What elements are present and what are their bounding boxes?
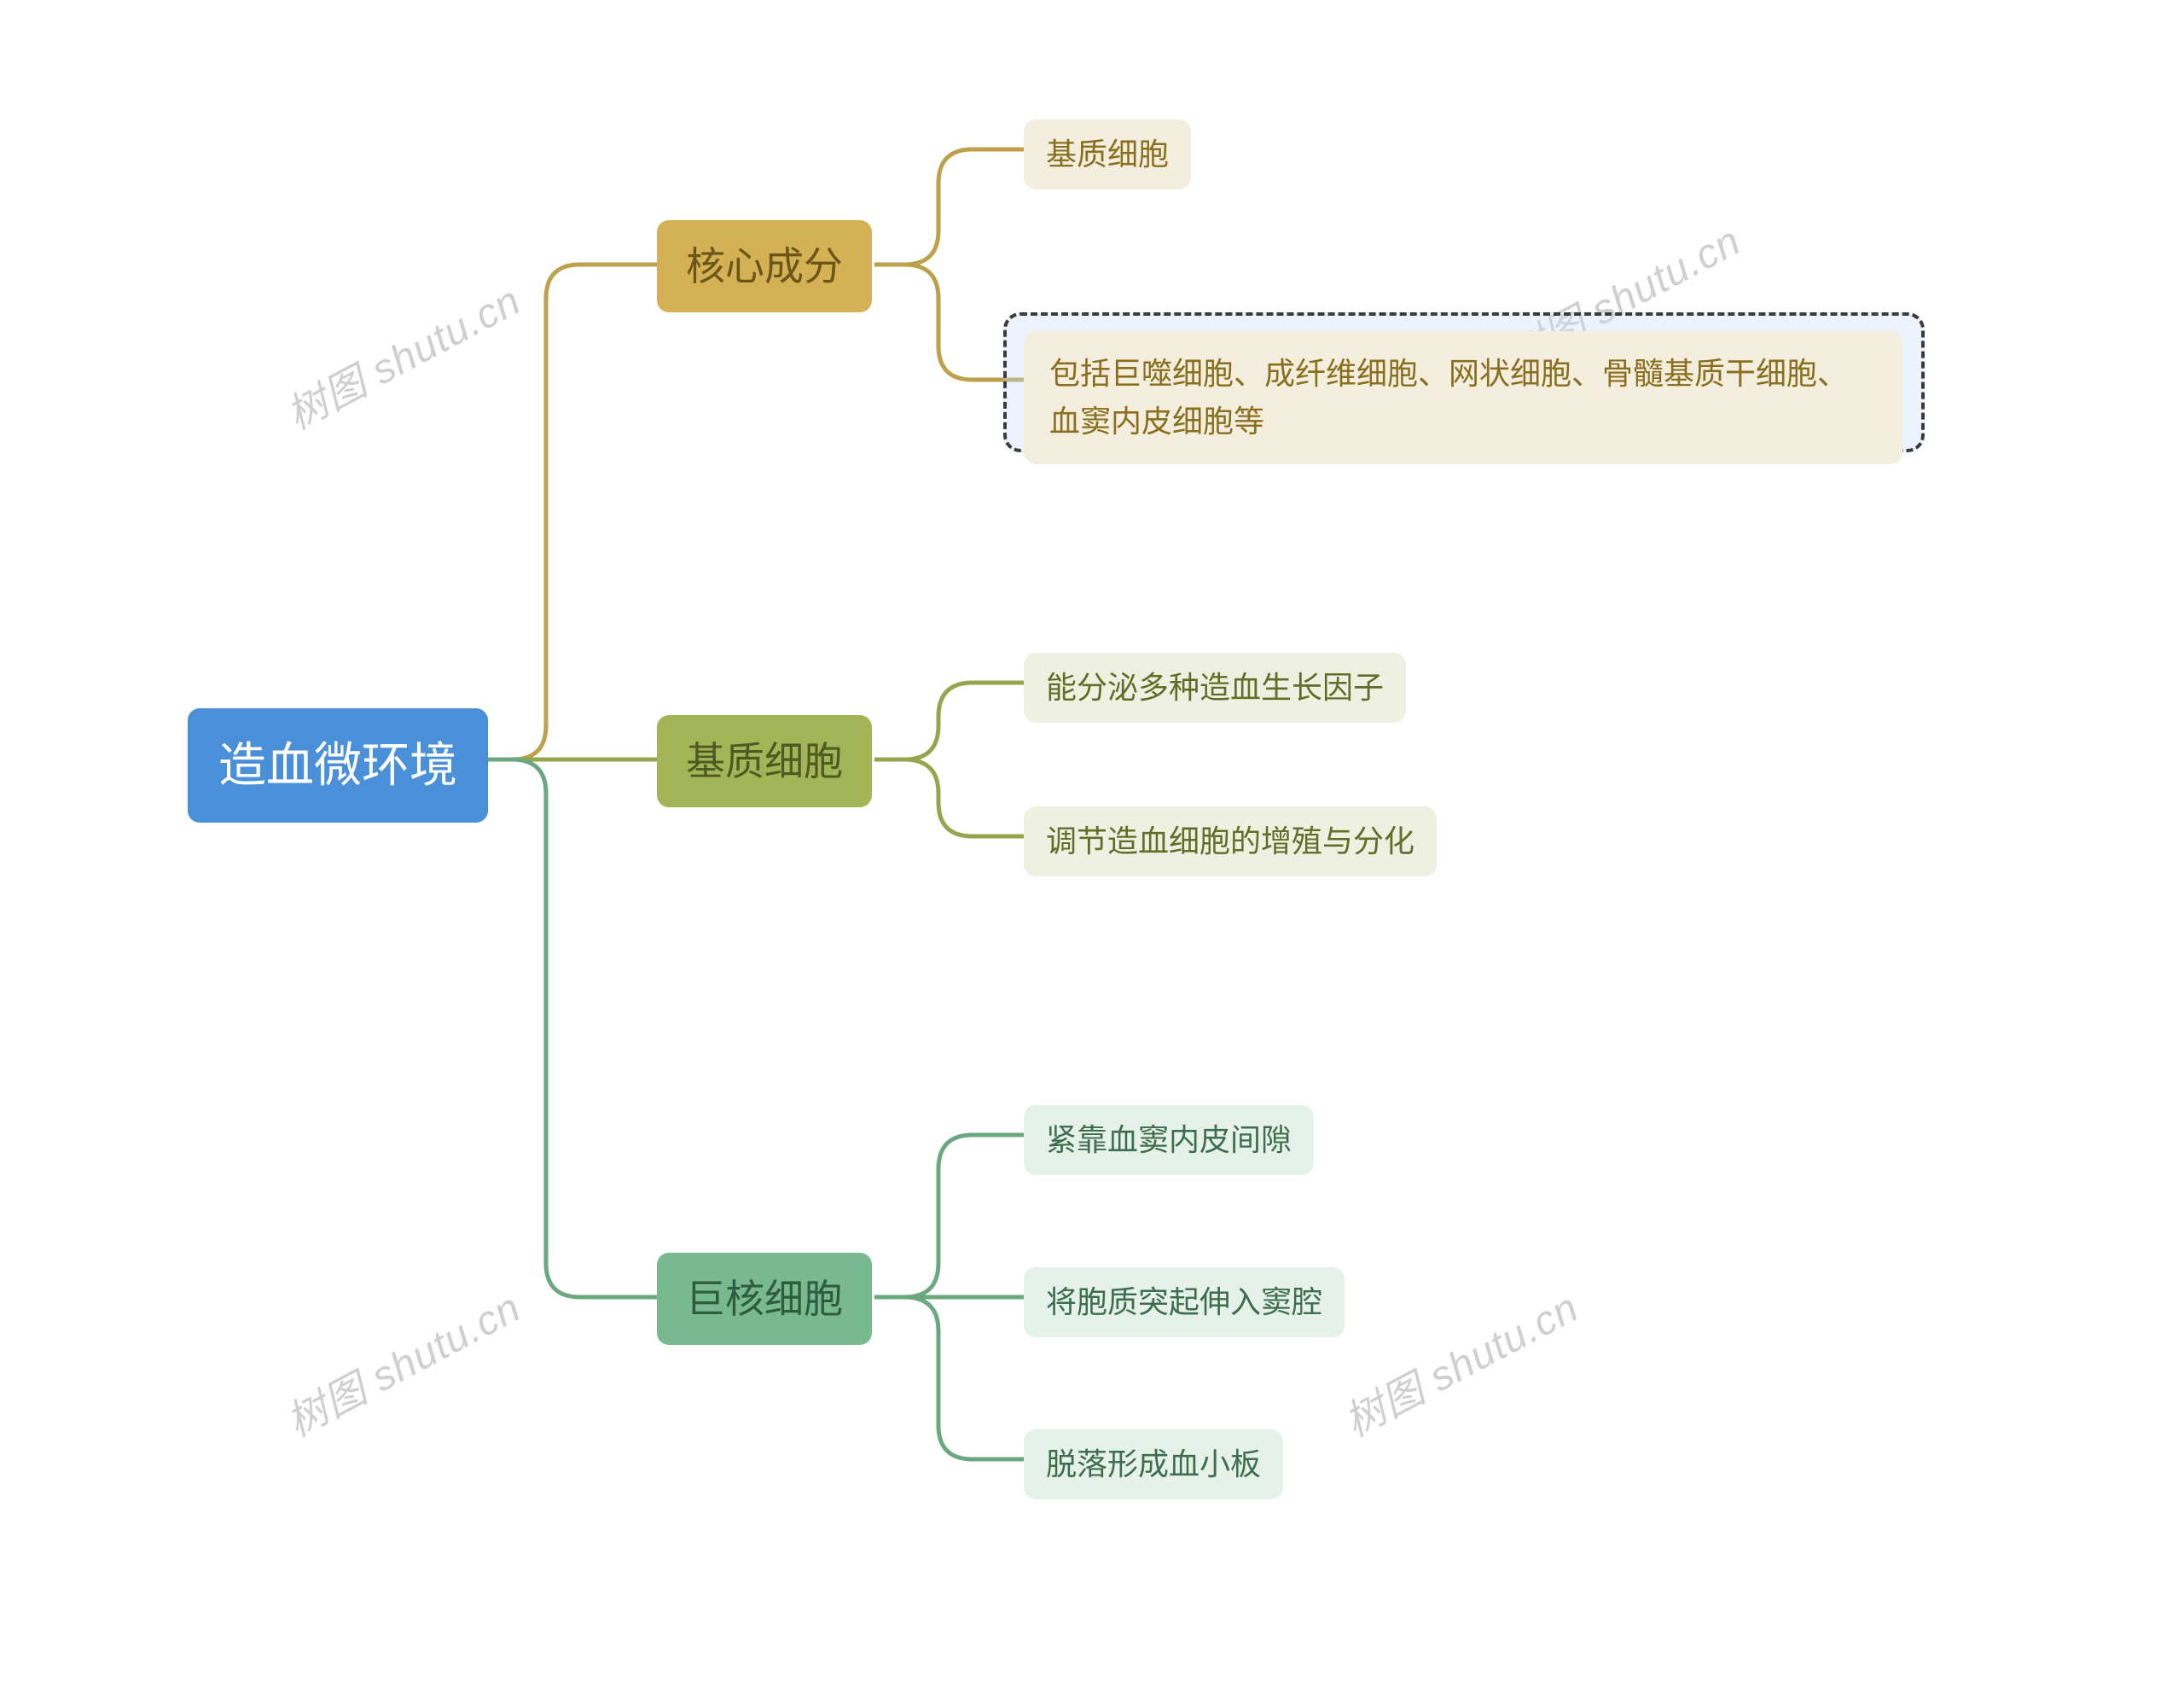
root-node[interactable]: 造血微环境 [188, 708, 488, 823]
conn-mega-c1 [874, 1135, 1024, 1297]
leaf-mega-3[interactable]: 脱落形成血小板 [1024, 1429, 1283, 1499]
branch-mega[interactable]: 巨核细胞 [657, 1253, 872, 1345]
conn-root-core [473, 265, 657, 759]
branch-stromal[interactable]: 基质细胞 [657, 715, 872, 807]
leaf-core-1[interactable]: 基质细胞 [1024, 119, 1191, 189]
conn-root-mega [473, 759, 657, 1297]
watermark: 树图 shutu.cn [274, 267, 529, 440]
mindmap-canvas: 树图 shutu.cn 树图 shutu.cn 树图 shutu.cn 树图 s… [0, 0, 2184, 1705]
conn-stromal-c2 [874, 759, 1024, 836]
watermark: 树图 shutu.cn [274, 1274, 529, 1447]
conn-core-c2 [874, 265, 1024, 380]
watermark: 树图 shutu.cn [1332, 1274, 1587, 1447]
conn-stromal-c1 [874, 683, 1024, 759]
conn-mega-c3 [874, 1297, 1024, 1459]
leaf-core-2[interactable]: 包括巨噬细胞、成纤维细胞、网状细胞、骨髓基质干细胞、血窦内皮细胞等 [1024, 331, 1902, 464]
leaf-stromal-1[interactable]: 能分泌多种造血生长因子 [1024, 653, 1406, 723]
leaf-stromal-2[interactable]: 调节造血细胞的增殖与分化 [1024, 806, 1437, 876]
leaf-mega-2[interactable]: 将胞质突起伸入窦腔 [1024, 1267, 1345, 1337]
leaf-mega-1[interactable]: 紧靠血窦内皮间隙 [1024, 1105, 1314, 1175]
branch-core[interactable]: 核心成分 [657, 220, 872, 312]
conn-core-c1 [874, 149, 1024, 265]
